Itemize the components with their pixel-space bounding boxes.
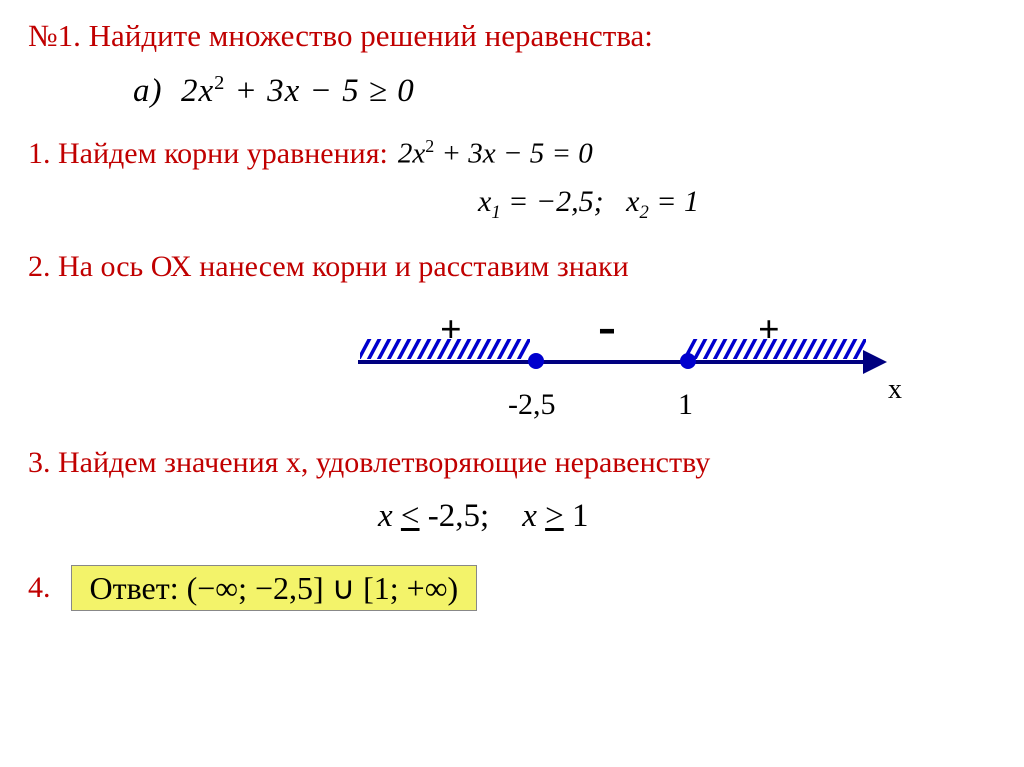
x1-sub: 1 (491, 202, 500, 223)
step-1-equation: 2x2 + 3x − 5 = 0 (398, 136, 593, 171)
step-2: 2. На ось ОХ нанесем корни и расставим з… (28, 250, 996, 284)
step-1-text: Найдем корни уравнения: (58, 137, 388, 170)
x1-value: = −2,5; (508, 185, 603, 218)
x2-value: = 1 (656, 185, 699, 218)
sol-x1-val: -2,5; (428, 498, 489, 534)
sign-minus: - (598, 310, 616, 342)
answer-label: Ответ: (90, 570, 179, 606)
ge-icon: > (545, 498, 564, 534)
formula-label: а) (133, 73, 163, 109)
x2-sub: 2 (639, 202, 648, 223)
step-1-num: 1. (28, 137, 51, 170)
step-1: 1. Найдем корни уравнения: (28, 137, 388, 171)
step-3-text: Найдем значения х, удовлетворяющие нерав… (58, 446, 710, 479)
le-icon: < (401, 498, 420, 534)
point-2 (680, 353, 696, 369)
equation-roots: x1 = −2,5; x2 = 1 (478, 185, 996, 224)
tick-2: 1 (678, 388, 693, 422)
step-4-num: 4. (28, 571, 51, 605)
sol-x1-var: x (378, 498, 393, 534)
solution-inequalities: x < -2,5; x > 1 (378, 498, 996, 535)
sign-plus-left: + (440, 308, 462, 352)
answer-interval: (−∞; −2,5] ∪ [1; +∞) (187, 570, 459, 606)
number-line-diagram: + - + -2,5 1 x (358, 296, 918, 436)
step-3-num: 3. (28, 446, 51, 479)
step-2-num: 2. (28, 250, 51, 283)
point-1 (528, 353, 544, 369)
sol-x2-val: 1 (572, 498, 589, 534)
axis-line (358, 360, 868, 364)
x1-var: x (478, 185, 491, 218)
x2-var: x (626, 185, 639, 218)
step-3: 3. Найдем значения х, удовлетворяющие не… (28, 446, 996, 480)
sign-plus-right: + (758, 308, 780, 352)
answer-box: Ответ: (−∞; −2,5] ∪ [1; +∞) (71, 565, 478, 611)
x-axis-label: x (888, 374, 902, 406)
inequality-formula: а) 2x2 + 3x − 5 ≥ 0 (133, 72, 996, 110)
sol-x2-var: x (522, 498, 537, 534)
page-title: №1. Найдите множество решений неравенств… (28, 18, 996, 54)
axis-arrow (863, 350, 887, 374)
tick-1: -2,5 (508, 388, 556, 422)
step-2-text: На ось ОХ нанесем корни и расставим знак… (58, 250, 629, 283)
